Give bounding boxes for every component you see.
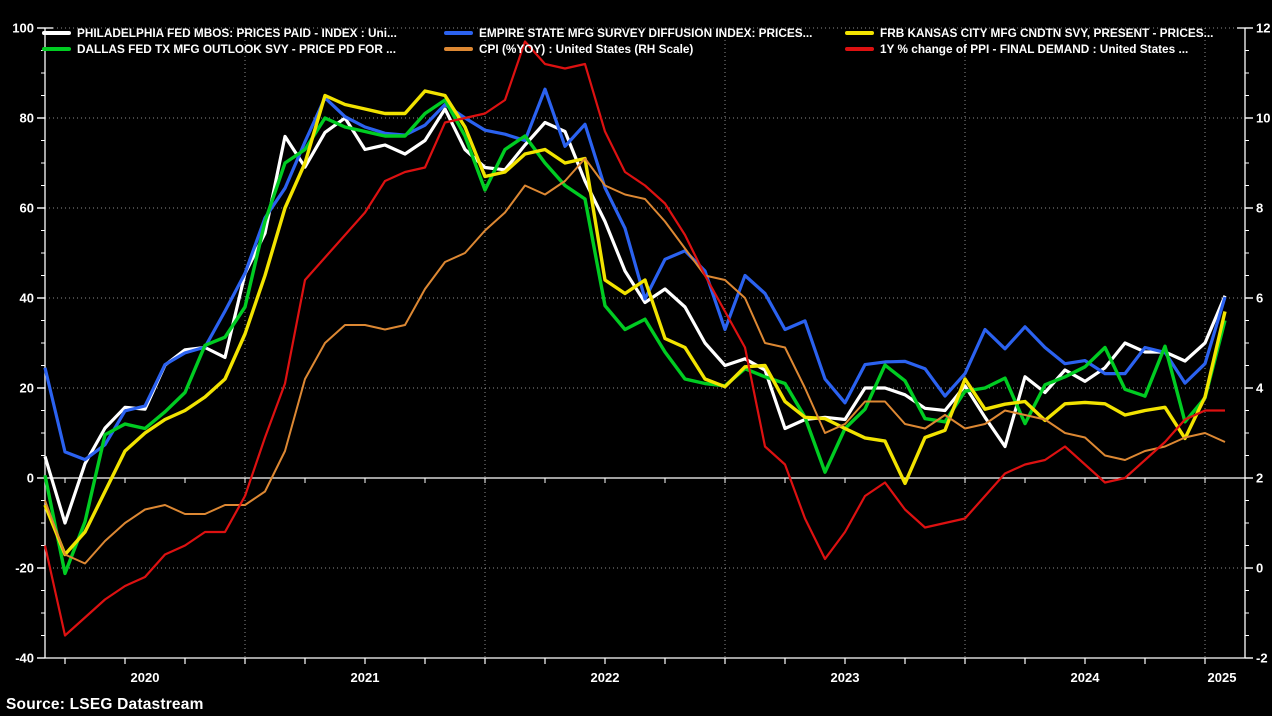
legend-item-dallas: DALLAS FED TX MFG OUTLOOK SVY - PRICE PD…: [42, 41, 397, 56]
legend-line-swatch-ppi: [845, 46, 874, 51]
legend-line-swatch-dallas: [42, 46, 71, 51]
left-axis-label-100: 100: [12, 21, 34, 36]
legend-column-2: EMPIRE STATE MFG SURVEY DIFFUSION INDEX:…: [444, 25, 812, 56]
right-axis-label-0: 0: [1256, 561, 1263, 576]
legend-column-1: PHILADELPHIA FED MBOS: PRICES PAID - IND…: [42, 25, 397, 56]
legend-line-swatch-cpi: [444, 46, 473, 51]
series-line-kc: [43, 89, 1227, 557]
right-axis-label-10: 10: [1256, 111, 1270, 126]
source-label: Source: LSEG Datastream: [6, 696, 204, 713]
legend-label-dallas: DALLAS FED TX MFG OUTLOOK SVY - PRICE PD…: [77, 41, 396, 56]
legend-label-philly: PHILADELPHIA FED MBOS: PRICES PAID - IND…: [77, 25, 397, 40]
legend-label-cpi: CPI (%YOY) : United States (RH Scale): [479, 41, 694, 56]
legend-item-kc: FRB KANSAS CITY MFG CNDTN SVY, PRESENT -…: [845, 25, 1213, 40]
legend-label-kc: FRB KANSAS CITY MFG CNDTN SVY, PRESENT -…: [880, 25, 1214, 40]
x-axis-year-label-2023: 2023: [831, 670, 860, 685]
x-axis-year-label-2025: 2025: [1208, 670, 1237, 685]
series-line-dallas: [43, 98, 1227, 576]
left-axis-label--40: -40: [15, 651, 34, 666]
right-axis-label-2: 2: [1256, 471, 1263, 486]
series-line-empire: [43, 87, 1227, 462]
right-axis-label-8: 8: [1256, 201, 1263, 216]
right-axis-label-4: 4: [1256, 381, 1264, 396]
legend-label-ppi: 1Y % change of PPI - FINAL DEMAND : Unit…: [880, 41, 1189, 56]
left-axis-label-80: 80: [20, 111, 34, 126]
legend-item-philly: PHILADELPHIA FED MBOS: PRICES PAID - IND…: [42, 25, 397, 40]
left-axis-label--20: -20: [15, 561, 34, 576]
left-axis-label-40: 40: [20, 291, 34, 306]
x-axis-year-label-2024: 2024: [1071, 670, 1101, 685]
legend-line-swatch-kc: [845, 30, 874, 35]
legend-item-empire: EMPIRE STATE MFG SURVEY DIFFUSION INDEX:…: [444, 25, 812, 40]
right-axis-label-12: 12: [1256, 21, 1270, 36]
legend-column-3: FRB KANSAS CITY MFG CNDTN SVY, PRESENT -…: [845, 25, 1213, 56]
left-axis-label-20: 20: [20, 381, 34, 396]
series-line-cpi: [44, 157, 1226, 565]
left-axis-label-60: 60: [20, 201, 34, 216]
left-axis-label-0: 0: [27, 471, 34, 486]
right-axis-label--2: -2: [1256, 651, 1268, 666]
x-axis-year-label-2021: 2021: [351, 670, 380, 685]
x-axis-year-label-2020: 2020: [131, 670, 160, 685]
legend-item-cpi: CPI (%YOY) : United States (RH Scale): [444, 41, 812, 56]
legend-line-swatch-empire: [444, 30, 473, 35]
legend-label-empire: EMPIRE STATE MFG SURVEY DIFFUSION INDEX:…: [479, 25, 813, 40]
x-axis-year-label-2022: 2022: [591, 670, 620, 685]
right-axis-label-6: 6: [1256, 291, 1263, 306]
legend-item-ppi: 1Y % change of PPI - FINAL DEMAND : Unit…: [845, 41, 1213, 56]
legend-line-swatch-philly: [42, 30, 71, 35]
series-line-ppi: [43, 40, 1225, 637]
